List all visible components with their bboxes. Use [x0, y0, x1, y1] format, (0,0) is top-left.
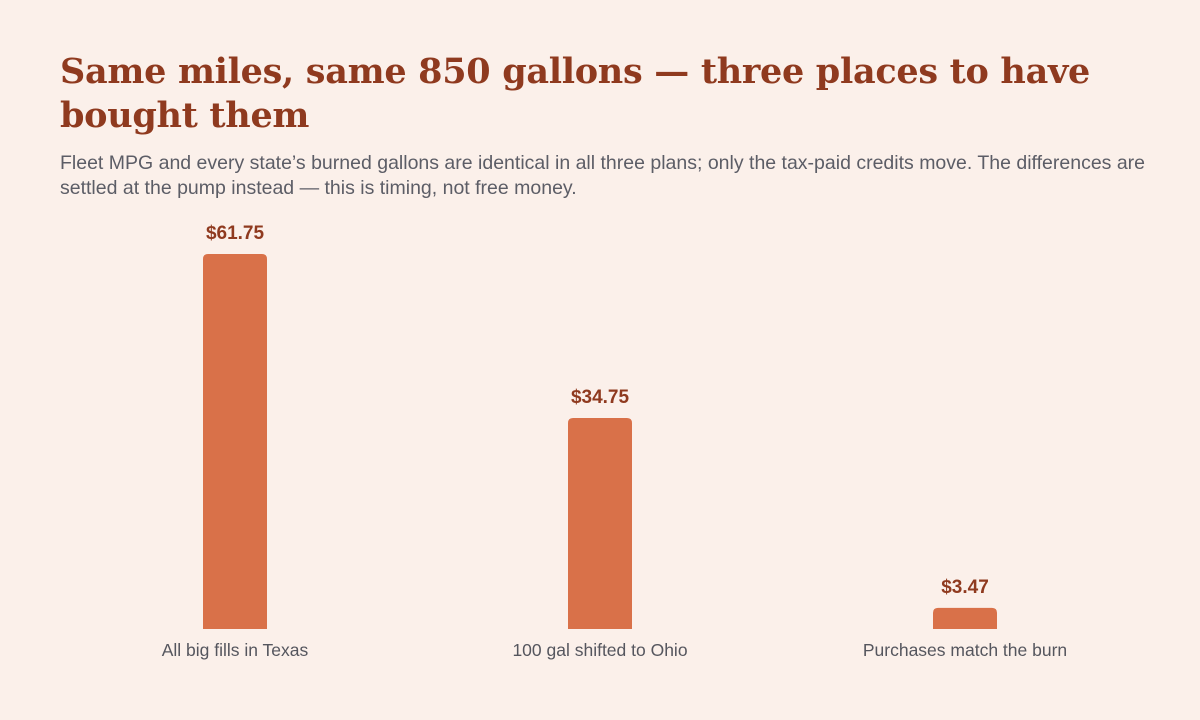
bar-2: [568, 417, 632, 629]
bar-1: [203, 254, 267, 629]
bar-3: [933, 607, 997, 629]
bar-value-label: $3.47: [941, 577, 989, 598]
category-label: All big fills in Texas: [162, 640, 309, 660]
chart-title: Same miles, same 850 gallons — three pla…: [60, 51, 1090, 136]
chart-subtitle: Fleet MPG and every state’s burned gallo…: [60, 152, 1146, 199]
bar-value-label: $34.75: [571, 387, 630, 408]
category-label: Purchases match the burn: [863, 640, 1067, 660]
bar-value-label: $61.75: [206, 223, 265, 244]
category-label: 100 gal shifted to Ohio: [512, 640, 687, 660]
